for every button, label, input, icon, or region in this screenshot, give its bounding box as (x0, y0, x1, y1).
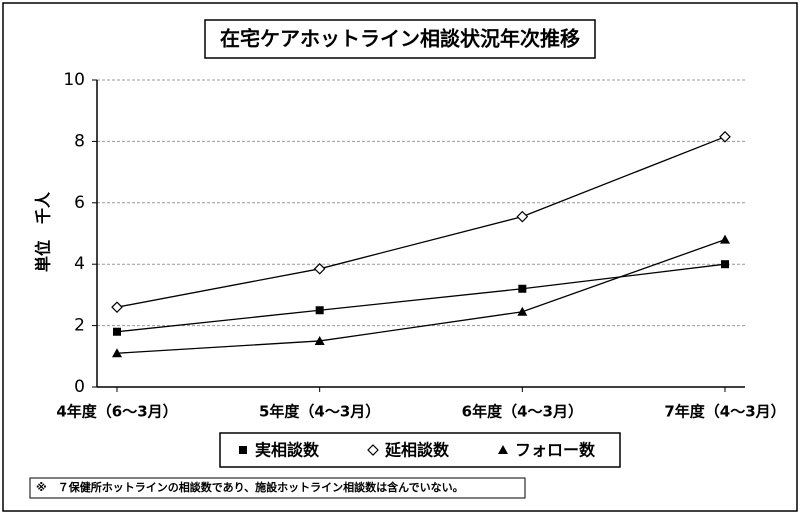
marker (518, 284, 527, 293)
series-line (116, 136, 726, 308)
y-tick-label: 10 (63, 70, 85, 90)
marker (239, 446, 247, 454)
marker (516, 210, 529, 223)
x-tick-label: 7年度（4〜3月） (664, 403, 785, 421)
marker (498, 445, 508, 454)
y-tick-label: 8 (74, 131, 85, 151)
marker (720, 234, 730, 244)
marker (517, 306, 528, 316)
title-box (204, 19, 596, 59)
marker (112, 348, 122, 358)
marker (113, 327, 121, 336)
chart-title: 在宅ケアホットライン相談状況年次推移 (220, 27, 580, 51)
marker (721, 260, 729, 269)
marker (719, 130, 731, 143)
marker (315, 306, 324, 315)
marker (313, 262, 326, 275)
marker (367, 444, 379, 456)
footnote: ※ ７保健所ホットラインの相談数であり、施設ホットライン相談数は含んでいない。 (36, 480, 464, 494)
legend-label: 実相談数 (255, 441, 320, 460)
y-tick-label: 2 (74, 316, 85, 336)
marker (314, 335, 325, 345)
note-box (29, 477, 526, 499)
marker (111, 301, 123, 314)
y-axis-label: 単位 千人 (34, 191, 53, 272)
legend-label: 延相談数 (384, 441, 450, 460)
y-tick-label: 4 (74, 254, 85, 274)
x-tick-label: 4年度（6〜3月） (56, 403, 177, 421)
y-tick-label: 6 (74, 193, 85, 213)
x-tick-label: 5年度（4〜3月） (259, 403, 380, 421)
series-line (116, 239, 726, 354)
x-tick-label: 6年度（4〜3月） (462, 403, 583, 421)
legend-label: フォロー数 (515, 441, 596, 460)
series-line (116, 263, 726, 333)
y-tick-label: 0 (74, 377, 85, 397)
legend-box (219, 432, 621, 468)
